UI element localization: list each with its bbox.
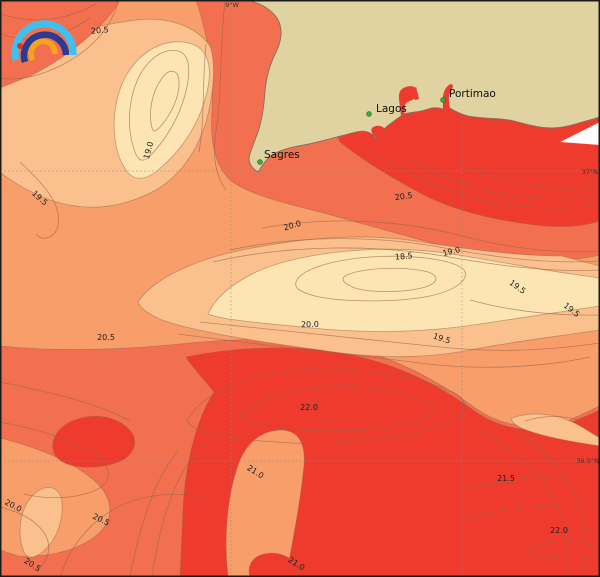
land-algarve [245, 0, 600, 173]
sst-band-cream-topleft [113, 41, 210, 179]
city-label-sagres: Sagres [264, 149, 300, 161]
grid-label-9w: 9°W [225, 1, 239, 9]
city-dot-lagos [366, 111, 372, 117]
rainbow-logo [11, 20, 77, 63]
sst-band-cream-central [207, 248, 600, 332]
nodata-wedge [560, 122, 600, 145]
city-label-portimao: Portimao [449, 88, 496, 100]
logo-arc-cyan [11, 20, 77, 61]
sst-band-red-blob-left [52, 415, 136, 468]
estuary-alvor-spike [414, 86, 420, 101]
city-dot-sagres [257, 159, 263, 165]
graticule-labels: 9°W 37°N 36.5°N [225, 1, 599, 465]
city-dot-portimao [440, 97, 446, 103]
contour-label: 20.5 [97, 333, 115, 342]
contour-label: 19.0 [142, 141, 155, 161]
contour-label: 21.5 [497, 474, 515, 483]
estuary-alvor [398, 86, 418, 116]
estuaries [371, 83, 454, 140]
logo-dot-red [17, 43, 23, 49]
logo-arc-navy [20, 31, 70, 63]
estuary-arade [442, 83, 454, 111]
sst-band-peach-blob-bl [19, 487, 63, 558]
contour-label: 19.0 [442, 245, 461, 258]
sst-band-red-blob-bc [248, 552, 300, 577]
contour-label: 20.0 [301, 320, 319, 330]
bay-lagos [371, 125, 387, 140]
contour-label: 18.5 [395, 251, 414, 262]
city-label-lagos: Lagos [376, 103, 407, 115]
sst-band-salmon-tongue-bc [225, 429, 305, 577]
contour-label: 22.0 [300, 403, 318, 412]
logo-arc-yellow [28, 38, 58, 62]
contour-label: 20.5 [394, 191, 413, 202]
city-markers: Sagres Lagos Portimao [257, 88, 496, 165]
contour-label: 22.0 [550, 526, 568, 535]
sst-band-peach-tongue-br [511, 413, 600, 447]
grid-label-37n: 37°N [582, 168, 599, 176]
grid-label-36-5n: 36.5°N [576, 457, 599, 465]
contour-label: 20.5 [91, 25, 110, 36]
